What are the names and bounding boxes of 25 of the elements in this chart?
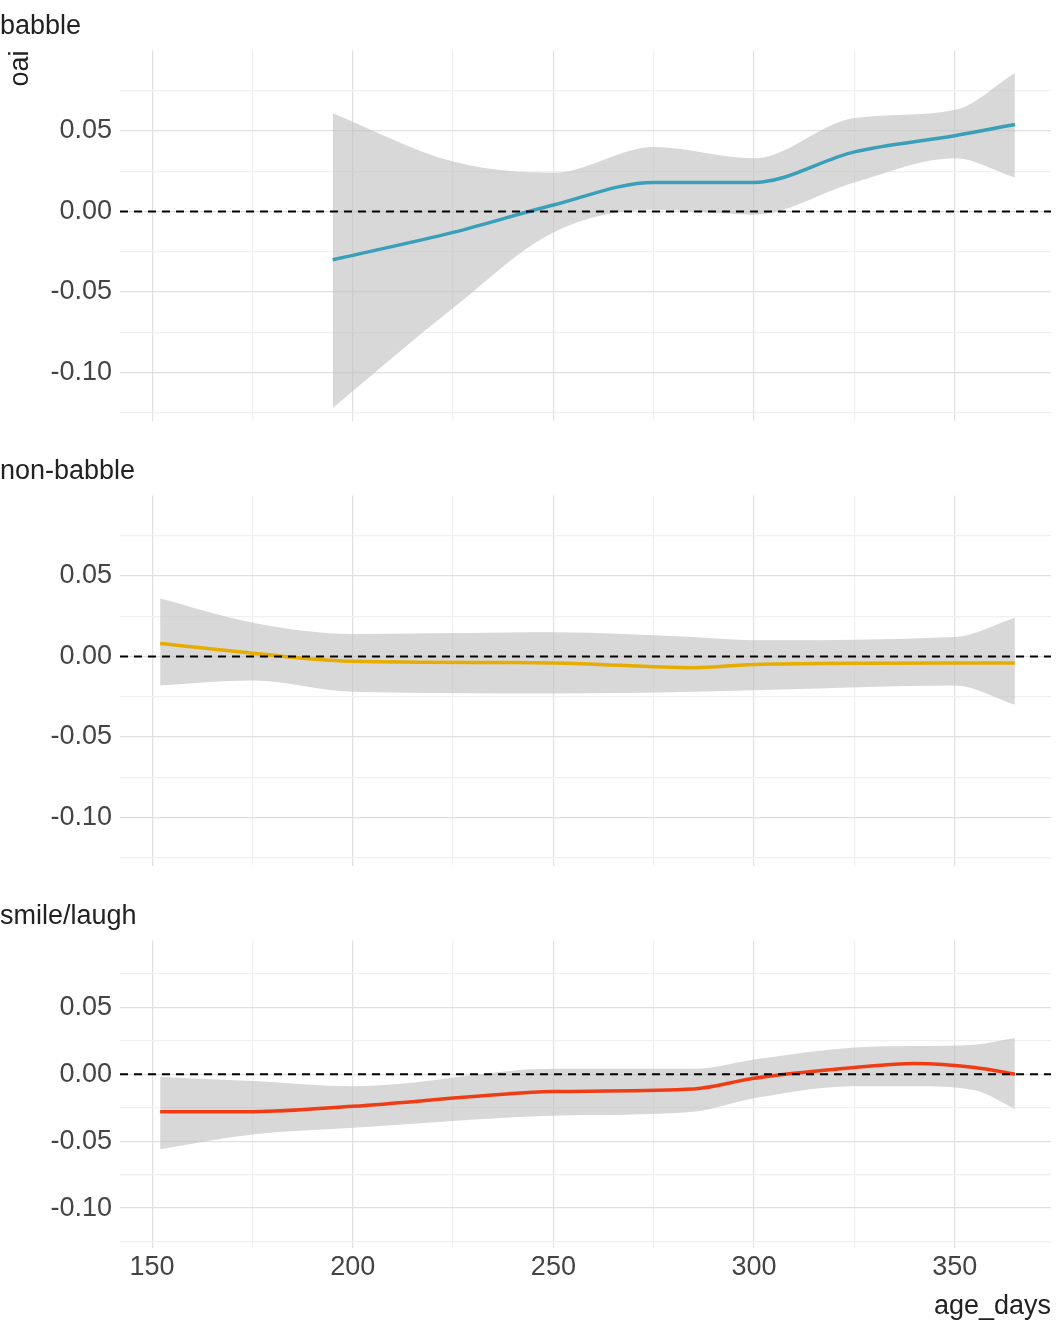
y-tick-label: -0.10 bbox=[50, 1191, 112, 1222]
chart-title: non-babble bbox=[0, 454, 136, 485]
y-tick-label: 0.05 bbox=[59, 114, 112, 145]
y-tick-label: 0.00 bbox=[59, 1057, 112, 1088]
y-tick-label: -0.05 bbox=[50, 1124, 112, 1155]
line-series bbox=[330, 122, 1017, 262]
line-series bbox=[158, 641, 1017, 670]
x-tick-label: 200 bbox=[330, 1250, 376, 1281]
line-series bbox=[158, 1061, 1017, 1114]
y-tick-label: 0.00 bbox=[59, 639, 112, 670]
y-tick-label: -0.05 bbox=[50, 720, 112, 751]
x-tick-label: 300 bbox=[731, 1250, 777, 1281]
x-axis-title: age_days bbox=[933, 1290, 1051, 1321]
y-tick-label: 0.00 bbox=[59, 194, 112, 225]
y-tick-label: -0.10 bbox=[50, 800, 112, 831]
chart-title: smile/laugh bbox=[0, 899, 137, 930]
x-tick-label: 150 bbox=[129, 1250, 175, 1281]
y-tick-label: 0.05 bbox=[59, 559, 112, 590]
x-tick-label: 250 bbox=[530, 1250, 576, 1281]
y-tick-label: 0.05 bbox=[59, 990, 112, 1021]
y-axis-title: oai bbox=[3, 50, 34, 87]
y-tick-label: -0.05 bbox=[50, 275, 112, 306]
x-tick-label: 350 bbox=[932, 1250, 978, 1281]
chart-title: babble bbox=[0, 9, 82, 40]
y-tick-label: -0.10 bbox=[50, 355, 112, 386]
